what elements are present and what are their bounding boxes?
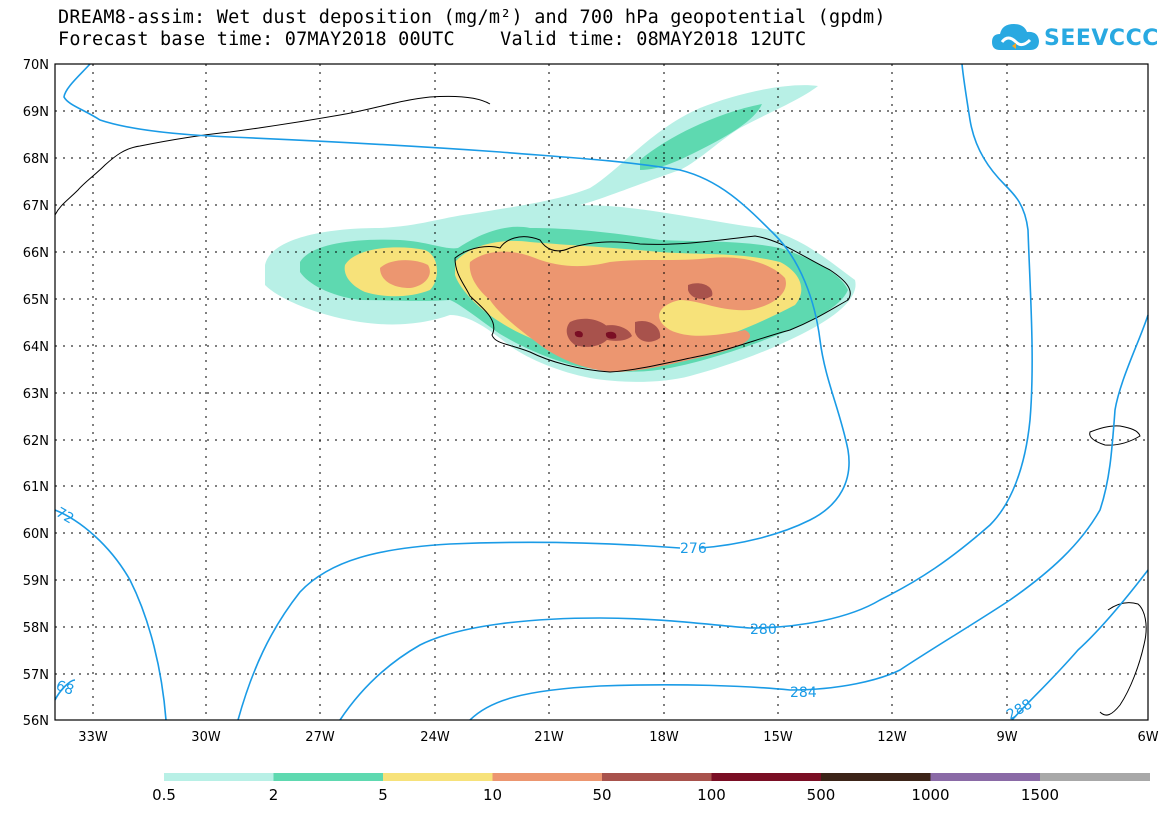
legend-label: 0.5 [152, 786, 176, 804]
scotland-coast [1099, 602, 1147, 716]
contour-276 [237, 541, 681, 721]
legend-swatch [383, 773, 493, 781]
logo-text: SEEVCCC [1044, 26, 1159, 51]
map-frame [54, 63, 1149, 721]
legend-swatch [164, 773, 274, 781]
legend-label: 5 [378, 786, 388, 804]
legend-label: 100 [697, 786, 726, 804]
contour-284 [469, 314, 1149, 721]
greenland-coast [54, 95, 491, 216]
legend-swatch [930, 773, 1041, 781]
contour-label-276: 276 [680, 541, 707, 557]
forecast-times: Forecast base time: 07MAY2018 00UTC Vali… [58, 29, 807, 50]
lat-axis: 70N 69N 68N 67N 66N 65N 64N 63N 62N 61N … [23, 58, 49, 729]
lon-label: 12W [877, 730, 907, 745]
lat-label: 60N [23, 527, 49, 542]
contour-label-268: 68 [54, 678, 76, 699]
lon-label: 27W [305, 730, 335, 745]
lon-label: 18W [649, 730, 679, 745]
dust-plume-level100 [574, 330, 617, 339]
lat-label: 64N [23, 340, 49, 355]
contour-272-west [54, 509, 167, 721]
dust-deposition-field [265, 85, 856, 382]
lat-label: 70N [23, 58, 49, 73]
lon-label: 33W [78, 730, 108, 745]
geopotential-contours [54, 63, 1149, 721]
legend-swatch [492, 773, 603, 781]
lat-label: 69N [23, 105, 49, 120]
lon-label: 30W [191, 730, 221, 745]
legend-swatch [602, 773, 712, 781]
map-title: DREAM8-assim: Wet dust deposition (mg/m²… [58, 7, 886, 28]
contour-280 [339, 63, 1033, 721]
legend-label: 1500 [1021, 786, 1059, 804]
legend-swatch [711, 773, 822, 781]
lat-label: 59N [23, 574, 49, 589]
lat-label: 57N [23, 668, 49, 683]
lon-label: 9W [996, 730, 1017, 745]
contour-label-272: 72 [53, 505, 76, 528]
iceland-coast [454, 235, 851, 373]
legend-label: 2 [269, 786, 279, 804]
contour-label-280: 280 [750, 622, 777, 638]
lat-label: 58N [23, 621, 49, 636]
graticule [55, 64, 1148, 720]
legend-swatch [821, 773, 931, 781]
contour-268 [54, 679, 76, 701]
lat-label: 61N [23, 480, 49, 495]
coastlines [54, 95, 1147, 716]
lat-label: 65N [23, 293, 49, 308]
dust-plume-level50 [566, 283, 713, 347]
legend-label: 10 [483, 786, 502, 804]
cloud-icon [992, 24, 1039, 50]
seevccc-logo: SEEVCCC [990, 20, 1158, 60]
legend-colorbar: 0.5 2 5 10 50 100 500 1000 1500 [152, 773, 1150, 804]
lat-label: 68N [23, 152, 49, 167]
lon-label: 6W [1137, 730, 1158, 745]
lat-label: 67N [23, 199, 49, 214]
contour-label-284: 284 [790, 685, 817, 701]
dust-plume-level10 [380, 251, 786, 372]
legend-label: 1000 [911, 786, 949, 804]
legend-label: 500 [807, 786, 836, 804]
contour-288 [1011, 569, 1149, 721]
lon-label: 15W [763, 730, 793, 745]
lon-label: 24W [420, 730, 450, 745]
legend-label: 50 [592, 786, 611, 804]
lat-label: 66N [23, 246, 49, 261]
lat-label: 62N [23, 434, 49, 449]
legend-swatch [1040, 773, 1150, 781]
lon-label: 21W [534, 730, 564, 745]
legend-swatch [273, 773, 384, 781]
lon-axis: 33W 30W 27W 24W 21W 18W 15W 12W 9W 6W [78, 730, 1158, 745]
lat-label: 56N [23, 714, 49, 729]
faroe-islands [1089, 425, 1141, 446]
contour-272 [63, 63, 850, 549]
lat-label: 63N [23, 387, 49, 402]
